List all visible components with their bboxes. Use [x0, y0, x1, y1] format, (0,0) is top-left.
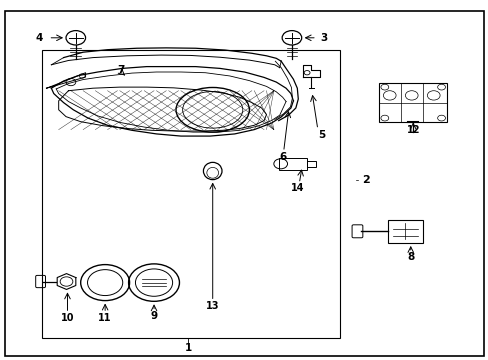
Bar: [387, 220, 422, 243]
Text: 14: 14: [290, 183, 304, 193]
Text: 1: 1: [184, 343, 191, 353]
Bar: [306, 161, 315, 167]
Text: 7: 7: [117, 65, 125, 75]
Text: 13: 13: [205, 301, 219, 311]
Text: 3: 3: [320, 33, 327, 43]
Text: 2: 2: [361, 175, 369, 185]
Bar: [378, 83, 447, 122]
Text: 4: 4: [36, 33, 43, 43]
Bar: [278, 158, 306, 170]
Text: 12: 12: [406, 125, 419, 135]
Text: 6: 6: [279, 152, 285, 162]
Bar: [41, 50, 339, 338]
Text: 10: 10: [61, 312, 74, 323]
Text: 11: 11: [98, 312, 112, 323]
Text: 8: 8: [407, 252, 413, 262]
Text: 9: 9: [150, 311, 157, 321]
Text: 5: 5: [318, 130, 325, 140]
